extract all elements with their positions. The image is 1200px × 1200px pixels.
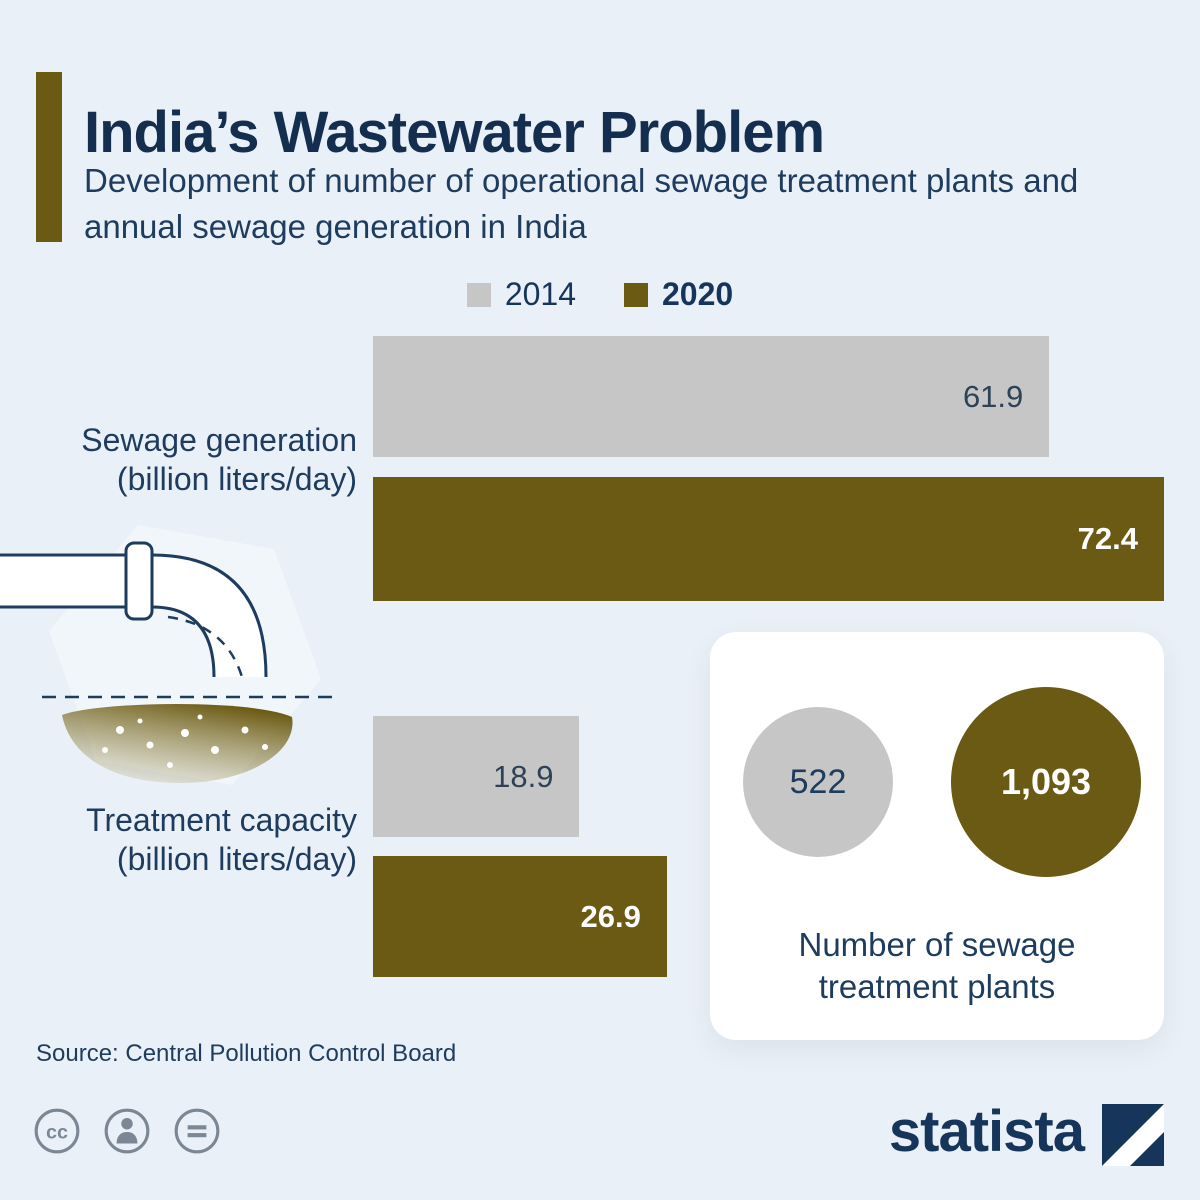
category-label-line: Treatment capacity [86,802,357,838]
license-badges: cc [32,1106,222,1156]
category-label-line: Sewage generation [81,422,357,458]
flow-dashed-arc [167,615,244,678]
pipe-elbow-fill [149,555,266,678]
bar-value-label: 18.9 [493,758,554,794]
pipe-flange [124,541,154,621]
page-subtitle: Development of number of operational sew… [84,162,1079,245]
legend-label-2020: 2020 [662,276,734,312]
bar-chart: 61.9 72.4 18.9 26.9 [373,336,1164,977]
bubble-caption-line: Number of sewage [798,926,1076,963]
bubble-caption-line: treatment plants [818,968,1056,1006]
category-label-treatment-capacity: Treatment capacity (billion liters/day) [20,801,357,879]
treatment-plants-card: 522 1,093 Number of sewage treatment pla… [710,632,1164,1040]
bar-treatment-capacity-2014: 18.9 [373,716,580,837]
legend-label-2014: 2014 [504,276,576,312]
puddle-dots [102,714,268,768]
sewage-pipe-illustration [0,525,332,785]
bubble-caption: Number of sewage treatment plants [710,924,1164,1008]
creative-commons-icon[interactable]: cc [32,1106,82,1156]
attribution-person-icon[interactable] [102,1106,152,1156]
page-title: India’s Wastewater Problem [84,99,825,165]
bar-value-label: 61.9 [962,378,1024,414]
category-label-line: (billion liters/day) [116,841,357,878]
equal-share-icon[interactable] [172,1106,222,1156]
legend-swatch-2020 [624,282,648,307]
bubble-plants-2014: 522 [743,707,893,857]
bubble-value-label: 1,093 [1000,761,1092,802]
statista-logo-icon[interactable] [1102,1104,1164,1166]
chart-legend: 2014 2020 [0,276,1200,313]
bar-value-label: 72.4 [1077,521,1138,556]
svg-text:cc: cc [46,1121,68,1143]
bubble-value-label: 522 [789,762,847,801]
pipe-elbow-inner-edge [151,605,216,678]
bar-treatment-capacity-2020: 26.9 [373,856,667,977]
legend-swatch-2014 [466,282,491,307]
bar-value-label: 26.9 [580,898,641,934]
category-label-line: (billion liters/day) [116,461,357,498]
source-note: Source: Central Pollution Control Board [36,1040,457,1067]
pipe-elbow-outer-edge [151,553,268,678]
bar-sewage-generation-2020: 72.4 [373,477,1164,601]
puddle-shape [62,704,293,783]
statista-wordmark[interactable]: statista [888,1099,1085,1164]
bar-sewage-generation-2014: 61.9 [373,336,1050,457]
title-accent-bar [36,72,62,242]
bubble-plants-2020: 1,093 [951,687,1141,877]
category-label-sewage-generation: Sewage generation (billion liters/day) [20,421,357,499]
pipe-body [0,555,132,607]
